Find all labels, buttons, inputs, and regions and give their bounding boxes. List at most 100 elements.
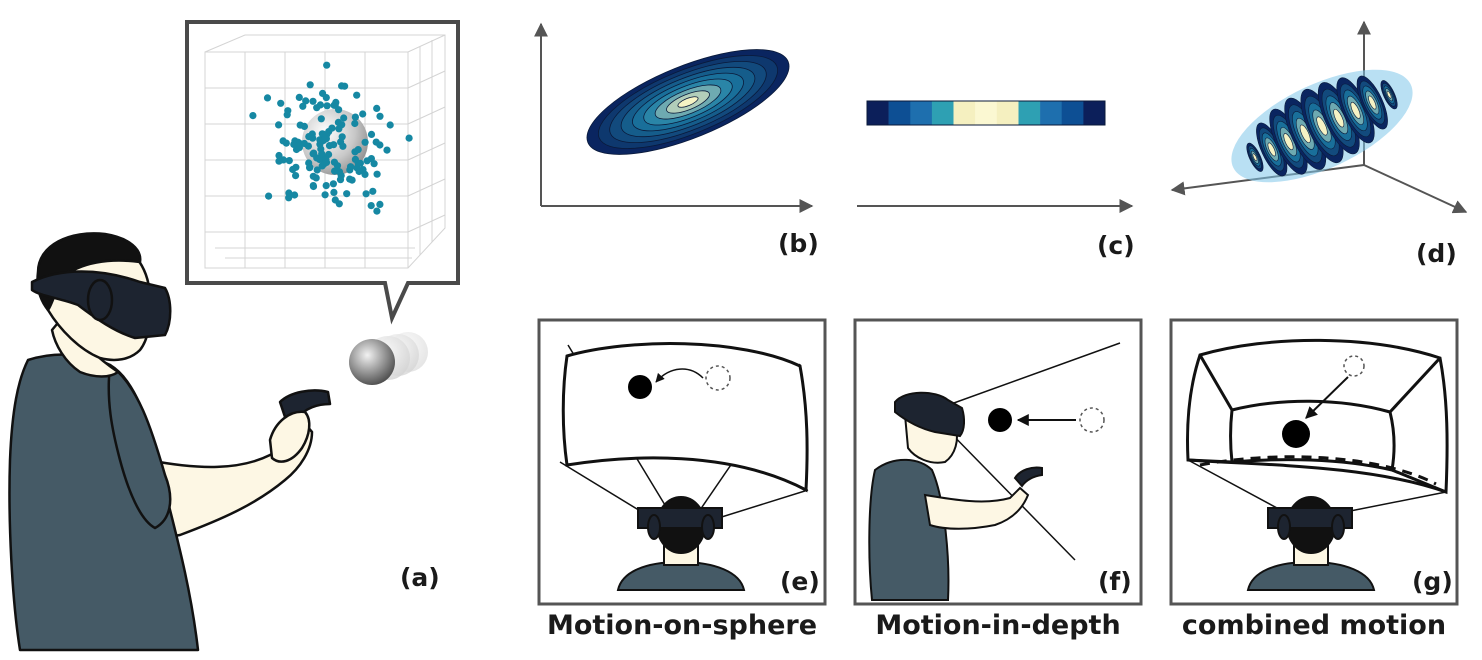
scatter-point [321, 135, 329, 143]
start-ball-outline [1079, 407, 1105, 433]
panel-g-label: (g) [1412, 567, 1453, 596]
panel-e-label: (e) [780, 567, 820, 596]
colormap-strip [866, 100, 1106, 126]
scatter-point [316, 101, 324, 109]
scatter-point [317, 115, 325, 123]
scatter-point [302, 97, 310, 105]
scatter-point [309, 97, 317, 105]
user-back-view-g [1246, 496, 1376, 591]
scatter-point [351, 119, 359, 128]
scatter-bubble [185, 20, 460, 325]
strip-cell [1040, 101, 1062, 125]
vr-user-illustration [8, 232, 332, 652]
scatter-point [329, 180, 337, 188]
scatter-point [249, 112, 257, 120]
target-ball [1282, 420, 1310, 448]
curved-motion-arrow [655, 368, 704, 383]
scatter-point [321, 191, 329, 199]
scatter-point [361, 138, 369, 146]
panel-d: (d) [1170, 20, 1468, 268]
grid-box [204, 34, 446, 269]
scatter-point [296, 121, 304, 129]
scatter-point [319, 89, 327, 97]
target-ball [988, 408, 1012, 432]
user-side-view-f [868, 391, 1043, 601]
slice-level [1267, 142, 1276, 157]
scatter-point [359, 110, 367, 118]
strip-border [866, 100, 1106, 126]
slice-level [1386, 90, 1392, 99]
scatter-point [359, 166, 367, 174]
scatter-point [333, 162, 342, 170]
scatter-point [313, 166, 321, 174]
scatter-point [291, 191, 299, 199]
scatter-point [335, 125, 343, 133]
scatter-point [289, 165, 297, 174]
scatter-point [322, 182, 330, 190]
scatter-point [348, 176, 356, 184]
scatter-point [376, 112, 384, 120]
scatter-point [295, 93, 303, 101]
strip-cell [953, 101, 976, 125]
scatter-point [279, 137, 287, 145]
strip-cell [996, 101, 1019, 125]
panel-f-caption: Motion-in-depth [875, 610, 1120, 641]
scatter-point [275, 157, 283, 165]
scatter-point [304, 142, 312, 150]
slice-level [1333, 108, 1345, 128]
scatter-point [338, 133, 346, 141]
scatter-point [340, 114, 348, 122]
target-ball [628, 375, 652, 399]
scatter-point [405, 134, 413, 142]
scatter-point [299, 102, 307, 110]
panel-b: (b) [534, 22, 819, 258]
scatter-point [372, 138, 380, 146]
contour-ellipse-2d [586, 49, 790, 155]
slice-level [1283, 133, 1294, 151]
scatter-point [373, 207, 381, 215]
scatter-point [370, 160, 378, 168]
strip-cell [910, 101, 933, 125]
scatter-point [373, 104, 381, 112]
scatter-point [275, 151, 283, 160]
scatter-point [330, 188, 338, 196]
panel-f-label: (f) [1098, 567, 1132, 596]
scatter-point [318, 150, 326, 158]
scatter-point [331, 167, 339, 175]
scatter-point [341, 82, 349, 90]
scatter-point [290, 140, 298, 148]
scatter-point [376, 200, 384, 208]
scatter-point [335, 106, 343, 114]
strip-cell [1083, 101, 1106, 125]
ellipsoid-slice [1356, 75, 1388, 130]
slice-level [1316, 116, 1328, 136]
panel-d-label: (d) [1416, 239, 1457, 268]
start-ball-outline [1343, 355, 1365, 377]
slice-level [1299, 124, 1311, 144]
combined-motion-arrow [1305, 376, 1349, 419]
scatter-point [354, 159, 362, 167]
scatter-point [362, 190, 370, 198]
scatter-point [265, 192, 273, 200]
scatter-point [306, 81, 314, 89]
user-back-view-e [616, 496, 746, 591]
slice-level [1368, 95, 1377, 110]
scatter-point [306, 163, 314, 171]
panel-f: (f) Motion-in-depth [853, 318, 1143, 641]
panel-g: (g) combined motion [1169, 318, 1459, 641]
scatter-point [331, 196, 339, 204]
strip-cell [1061, 101, 1084, 125]
scatter-point [367, 130, 376, 138]
strip-cell [888, 101, 911, 125]
moving-ball-trail [349, 332, 428, 385]
ellipsoid-slice [1246, 142, 1264, 172]
strip-cell [867, 101, 889, 125]
scatter-point [263, 94, 272, 102]
scatter-point [308, 130, 316, 138]
hair [36, 232, 142, 312]
scatter-point [369, 187, 377, 195]
d-y-axis [1363, 164, 1468, 214]
moving-ball [349, 339, 395, 385]
slice-level [1350, 101, 1361, 119]
slice-level [1252, 153, 1258, 162]
